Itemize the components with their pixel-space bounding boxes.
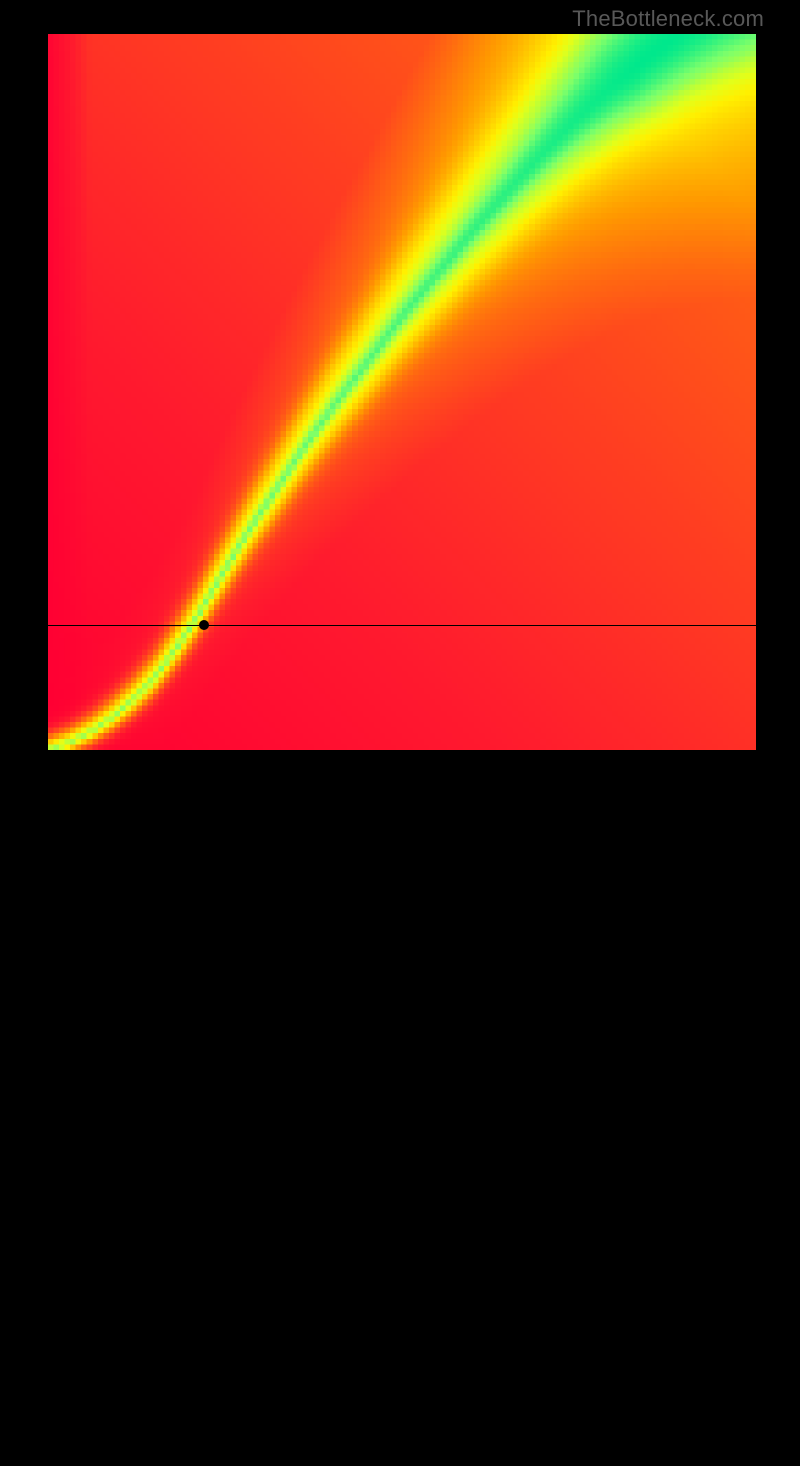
- heatmap-canvas: [48, 34, 756, 750]
- crosshair-marker: [199, 620, 209, 630]
- heatmap-plot: [48, 34, 756, 750]
- watermark-text: TheBottleneck.com: [572, 6, 764, 32]
- crosshair-vertical: [204, 750, 205, 1466]
- crosshair-horizontal: [48, 625, 756, 626]
